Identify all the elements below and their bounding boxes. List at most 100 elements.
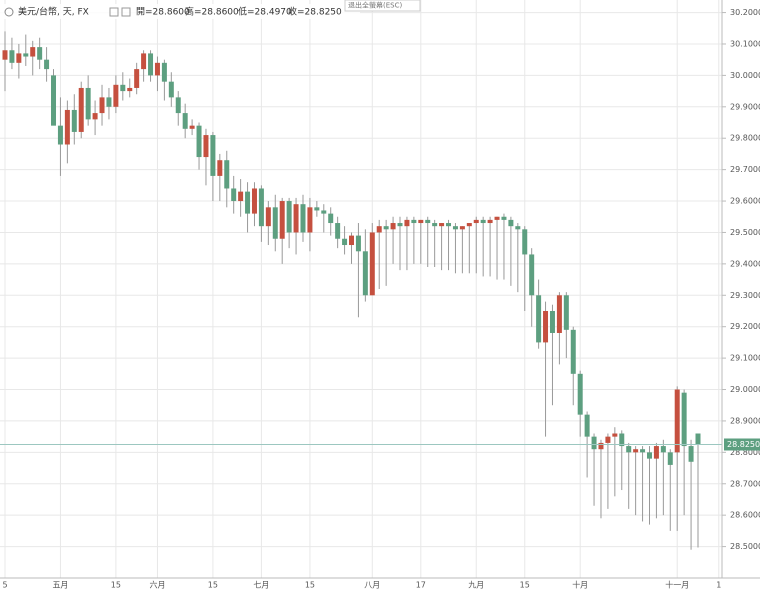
- candle-body: [64, 109, 70, 145]
- candle-body: [85, 87, 91, 120]
- x-tick-label: 九月: [468, 581, 484, 590]
- icon[interactable]: [109, 7, 119, 17]
- candle-body: [695, 433, 701, 445]
- candle-body: [633, 449, 639, 453]
- y-tick-label: 29.4000: [730, 259, 760, 268]
- y-tick-label: 29.3000: [730, 291, 760, 300]
- candle-body: [570, 329, 576, 374]
- candles: [0, 31, 722, 550]
- collapse-icon[interactable]: [4, 7, 14, 17]
- candle-body: [619, 433, 625, 447]
- candle-body: [272, 207, 278, 239]
- candle-body: [300, 204, 306, 233]
- open: 開=28.8600: [136, 7, 190, 18]
- x-tick-label: 15: [111, 581, 121, 590]
- candle-body: [279, 201, 285, 239]
- candle-body: [168, 81, 174, 98]
- icon[interactable]: [121, 7, 131, 17]
- y-tick-label: 28.5000: [730, 542, 760, 551]
- candle-body: [446, 223, 452, 227]
- candle-body: [383, 226, 389, 230]
- x-tick-label: 六月: [149, 580, 165, 590]
- y-tick-label: 29.1000: [730, 354, 760, 363]
- candle-body: [127, 87, 133, 92]
- candle-body: [120, 84, 126, 92]
- candle-body: [265, 207, 271, 227]
- candle-body: [577, 373, 583, 415]
- x-tick-label: 八月: [364, 581, 380, 590]
- x-tick-label: 1: [716, 581, 721, 590]
- candle-body: [141, 53, 147, 70]
- candle-body: [113, 84, 119, 107]
- candle-body: [92, 113, 98, 120]
- candle-body: [321, 210, 327, 214]
- candle-body: [612, 433, 618, 437]
- candle-body: [161, 62, 167, 82]
- candle-body: [598, 442, 604, 450]
- candle-body: [411, 219, 417, 224]
- candle-body: [494, 216, 500, 220]
- axes: 28.5000 28.6000 28.7000 28.8000 28.9000 29.00…: [2, 8, 760, 590]
- candle-body: [16, 53, 22, 63]
- y-tick-label: 29.2000: [730, 322, 760, 331]
- candle-body: [501, 216, 507, 220]
- grid: [0, 0, 722, 578]
- candle-body: [508, 219, 514, 227]
- candle-body: [376, 226, 382, 233]
- candle-body: [536, 295, 542, 343]
- candle-body: [231, 188, 237, 202]
- candle-body: [23, 53, 29, 57]
- candle-body: [549, 310, 555, 333]
- candle-body: [245, 191, 251, 214]
- candle-body: [307, 207, 313, 233]
- candle-body: [681, 392, 687, 447]
- y-tick-label: 30.1000: [730, 39, 760, 48]
- candle-body: [328, 213, 334, 224]
- candle-body: [556, 295, 562, 333]
- x-tick-label: 十月: [572, 580, 588, 590]
- candle-body: [349, 235, 354, 246]
- y-tick-label: 29.0000: [730, 385, 760, 394]
- low: 低=28.4970: [238, 6, 292, 18]
- candle-body: [466, 223, 472, 227]
- candle-body: [342, 238, 348, 246]
- candle-body: [44, 59, 50, 70]
- candle-body: [355, 235, 361, 252]
- candle-body: [390, 223, 396, 230]
- candle-body: [674, 389, 680, 453]
- candle-body: [78, 87, 84, 132]
- y-tick-label: 30.0000: [730, 71, 760, 80]
- y-tick-label: 29.7000: [730, 165, 760, 174]
- candle-body: [57, 125, 63, 145]
- candle-body: [210, 135, 216, 176]
- x-tick-label: 17: [416, 581, 426, 590]
- candle-body: [148, 53, 154, 76]
- candle-body: [154, 62, 160, 76]
- y-tick-label: 29.6000: [730, 197, 760, 206]
- candle-body: [584, 414, 590, 437]
- candle-body: [369, 232, 375, 296]
- candle-body: [335, 223, 341, 239]
- candle-body: [563, 295, 569, 330]
- high: 高=28.8600: [185, 6, 239, 18]
- candle-body: [9, 50, 15, 63]
- exit-label: 退出全螢幕(ESC): [348, 1, 402, 10]
- symbol: 美元/台幣, 天, FX: [18, 6, 89, 18]
- exit-button[interactable]: [344, 0, 421, 12]
- candle-body: [425, 219, 431, 224]
- x-tick-label: 15: [208, 581, 218, 590]
- candle-body: [362, 251, 368, 296]
- candle-body: [37, 47, 43, 60]
- candle-body: [196, 125, 202, 158]
- candle-body: [529, 254, 535, 296]
- candle-body: [51, 75, 57, 126]
- candle-body: [432, 223, 438, 227]
- candle-body: [238, 191, 244, 202]
- candle-body: [515, 226, 521, 230]
- y-tick-label: 28.6000: [730, 511, 760, 520]
- candle-body: [99, 97, 105, 114]
- y-tick-label: 28.7000: [730, 479, 760, 488]
- candle-body: [640, 449, 646, 453]
- x-tick-label: 15: [520, 581, 530, 590]
